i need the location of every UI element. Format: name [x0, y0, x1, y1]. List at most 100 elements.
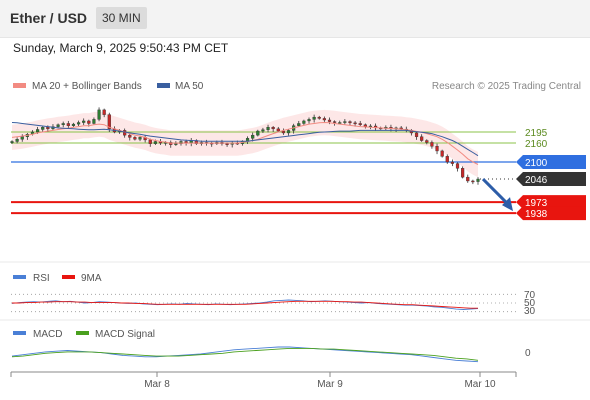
rsi-series [11, 293, 516, 313]
candle-body [307, 119, 311, 122]
x-axis-label-mar9: Mar 9 [317, 379, 343, 390]
timeframe-button[interactable]: 30 MIN [96, 7, 147, 29]
ma20-legend-swatch [13, 83, 26, 88]
candle-body [440, 150, 444, 157]
rsi-ma-line [12, 300, 478, 309]
rsi-legend-label: RSI [33, 273, 50, 284]
projection-arrow [481, 177, 513, 212]
resistance-label-2160: 2160 [525, 139, 548, 150]
candle-body [271, 127, 275, 130]
ma50-legend-swatch [157, 83, 170, 88]
candle-body [276, 128, 280, 132]
candle-body [414, 132, 419, 137]
candle-body [317, 116, 321, 119]
support-tag-label-1938: 1938 [525, 209, 548, 220]
candle-body [174, 143, 178, 145]
candle-body [92, 119, 96, 124]
rsi-legend-swatch [13, 275, 26, 279]
x-axis-label-mar10: Mar 10 [464, 379, 496, 390]
candle-body [435, 146, 439, 152]
support-tag-label-1973: 1973 [525, 198, 548, 209]
ma20-line [11, 121, 479, 165]
candle-body [343, 121, 347, 123]
candle-body [302, 120, 306, 124]
candle-body [425, 140, 429, 143]
candle-body [148, 139, 152, 144]
candle-body [66, 123, 70, 126]
candle-body [312, 116, 316, 120]
candle-body [420, 136, 424, 141]
candle-body [56, 124, 60, 127]
candle-body [251, 134, 255, 139]
support-tag-1973 [516, 195, 586, 210]
candle-body [348, 121, 352, 124]
candle-body [128, 134, 132, 138]
ma50-line [11, 122, 479, 157]
candle-body [322, 118, 326, 121]
macd-signal-legend-label: MACD Signal [95, 329, 155, 340]
macd-signal-legend-swatch [76, 331, 89, 335]
candle-body [445, 156, 449, 163]
candle-body [82, 120, 86, 123]
rsi-ma-legend-label: 9MA [81, 273, 102, 284]
candle-body [471, 180, 475, 183]
ma20-legend-label: MA 20 + Bollinger Bands [32, 81, 142, 92]
projection-arrow-shaft [481, 177, 511, 207]
support-tag-1938 [516, 206, 586, 221]
ma50-legend-label: MA 50 [175, 81, 204, 92]
research-credit: Research © 2025 Trading Central [432, 81, 581, 92]
pivot-tag [516, 155, 586, 169]
last-price-tag-label: 2046 [525, 175, 548, 186]
candle-body [15, 139, 19, 142]
chart-datetime: Sunday, March 9, 2025 9:50:43 PM CET [13, 41, 229, 55]
candle-body [225, 143, 229, 145]
candle-body [327, 119, 332, 122]
candle-body [179, 141, 183, 144]
candle-body [333, 121, 337, 123]
candle-body [266, 127, 270, 130]
x-axis-label-mar8: Mar 8 [144, 379, 170, 390]
candle-body [358, 123, 362, 125]
candle-body [261, 129, 265, 132]
candle-body [41, 127, 45, 130]
candle-body [286, 130, 291, 134]
candle-body [461, 168, 465, 178]
rsi-level-50: 50 [524, 298, 536, 309]
candle-body [102, 109, 106, 115]
candle-body [87, 120, 91, 124]
candle-body [10, 141, 14, 143]
candle-body [76, 122, 81, 125]
candle-body [153, 141, 157, 144]
moving-average-lines [11, 121, 479, 165]
candle-body [450, 161, 454, 164]
candle-body [297, 123, 301, 126]
last-price-tag [516, 172, 586, 187]
macd-signal-line [11, 347, 479, 361]
instrument-title: Ether / USD [10, 10, 88, 26]
candle-body [61, 123, 65, 125]
candle-body [36, 129, 40, 133]
candle-body [71, 123, 76, 126]
macd-line [11, 346, 479, 363]
chart-header: Ether / USD 30 MIN [0, 0, 590, 38]
candle-body [256, 130, 260, 136]
candle-body [46, 127, 50, 130]
rsi-level-30: 30 [524, 306, 536, 317]
macd-legend-label: MACD [33, 329, 62, 340]
candle-body [353, 122, 357, 125]
rsi-level-70: 70 [524, 290, 536, 301]
candle-body [476, 178, 480, 182]
rsi-ma-legend-swatch [62, 275, 75, 279]
candle-body [338, 122, 342, 124]
candle-body [20, 136, 24, 140]
candle-body [455, 163, 460, 169]
macd-legend-swatch [13, 331, 26, 335]
candle-body [430, 142, 434, 147]
pivot-tag-label: 2100 [525, 158, 548, 169]
macd-series [11, 346, 479, 363]
candle-body [133, 137, 137, 140]
candle-body [97, 109, 101, 120]
resistance-label-2195: 2195 [525, 128, 548, 139]
